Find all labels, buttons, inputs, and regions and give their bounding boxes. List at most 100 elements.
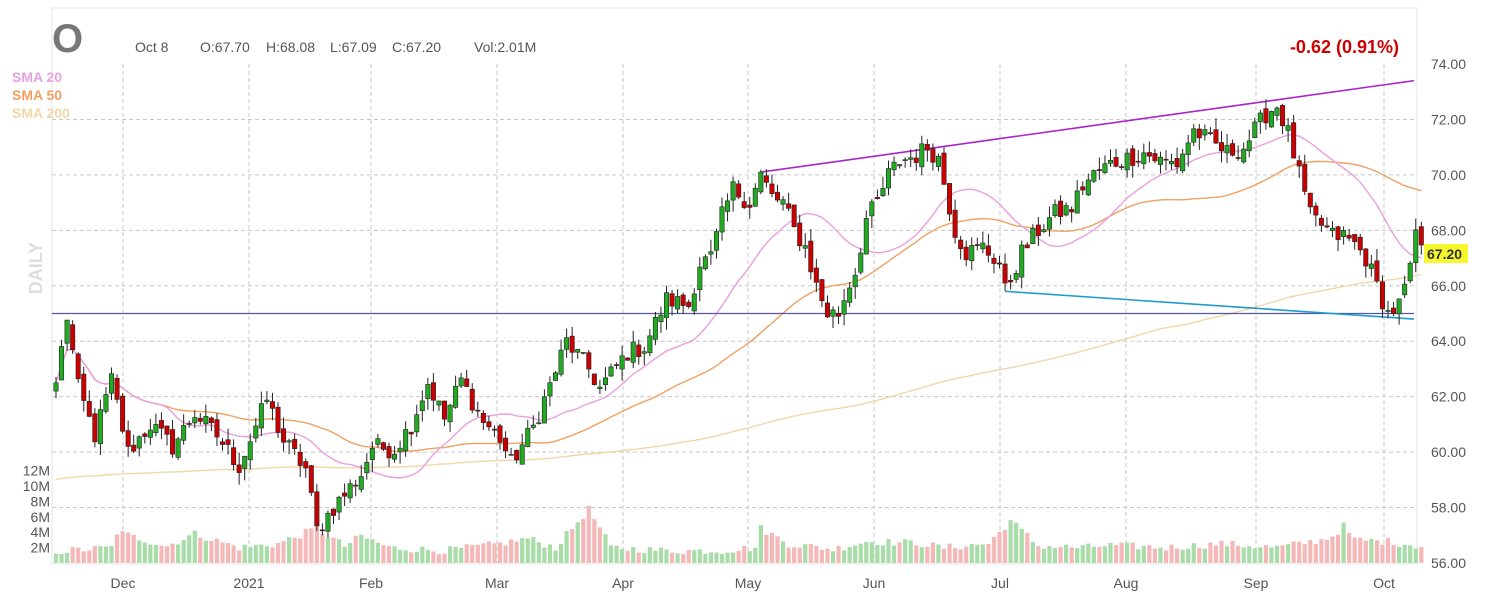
volume-bar bbox=[375, 542, 380, 563]
x-tick-label: Aug bbox=[1114, 575, 1139, 591]
volume-bar bbox=[309, 528, 314, 563]
candle-body bbox=[1413, 229, 1419, 263]
volume-bar bbox=[875, 545, 880, 563]
candle-body bbox=[247, 441, 253, 461]
volume-bar bbox=[1263, 545, 1268, 563]
candle-body bbox=[736, 183, 742, 198]
y-tick-label: 66.00 bbox=[1431, 278, 1466, 294]
volume-bar bbox=[259, 544, 264, 563]
candle-body bbox=[969, 245, 975, 262]
volume-bar bbox=[1413, 548, 1418, 563]
volume-bar bbox=[214, 538, 220, 563]
volume-bar bbox=[869, 542, 874, 563]
y-tick-label: 60.00 bbox=[1431, 444, 1466, 460]
volume-bar bbox=[975, 544, 980, 563]
volume-bar bbox=[542, 547, 547, 563]
volume-bar bbox=[492, 543, 497, 563]
candle-body bbox=[231, 447, 237, 465]
candle-body bbox=[858, 252, 864, 273]
volume-tick-label: 10M bbox=[23, 478, 50, 494]
candle-body bbox=[336, 496, 342, 513]
candle-body bbox=[1002, 263, 1008, 284]
volume-bar bbox=[1102, 546, 1108, 563]
volume-bar bbox=[558, 543, 564, 563]
volume-bar bbox=[1047, 546, 1052, 563]
volume-bar bbox=[930, 542, 935, 563]
volume-bar bbox=[758, 525, 763, 563]
header-high: H:68.08 bbox=[266, 39, 315, 55]
candle-body bbox=[952, 209, 958, 238]
candle-body bbox=[597, 386, 603, 389]
volume-bar bbox=[1141, 545, 1146, 563]
volume-bar bbox=[1052, 548, 1058, 563]
candle-body bbox=[847, 287, 853, 303]
volume-tick-label: 4M bbox=[31, 524, 50, 540]
volume-bar bbox=[880, 545, 886, 563]
volume-bar bbox=[325, 537, 331, 563]
candle-body bbox=[958, 239, 964, 250]
volume-bar bbox=[336, 539, 342, 563]
candle-body bbox=[1119, 166, 1125, 168]
candle-body bbox=[275, 406, 281, 433]
candle-body bbox=[70, 324, 76, 351]
candle-body bbox=[586, 352, 592, 370]
volume-bar bbox=[686, 549, 691, 563]
candle-body bbox=[841, 300, 847, 315]
volume-bar bbox=[1002, 530, 1008, 563]
volume-bar bbox=[697, 549, 702, 563]
candle-body bbox=[436, 400, 442, 406]
candle-body bbox=[1135, 160, 1141, 163]
candle-body bbox=[297, 451, 303, 466]
volume-bar bbox=[1186, 548, 1191, 563]
volume-bar bbox=[819, 549, 824, 563]
volume-bar bbox=[342, 546, 347, 563]
volume-bar bbox=[1302, 544, 1307, 563]
volume-bar bbox=[631, 547, 636, 563]
candle-body bbox=[430, 382, 436, 401]
candle-body bbox=[1019, 244, 1025, 278]
volume-bar bbox=[1363, 540, 1368, 563]
candle-body bbox=[885, 168, 891, 189]
candle-body bbox=[1379, 281, 1385, 310]
volume-bar bbox=[753, 547, 758, 563]
x-tick-label: 2021 bbox=[233, 575, 264, 591]
volume-bars bbox=[53, 505, 1424, 563]
candle-body bbox=[53, 382, 59, 392]
volume-bar bbox=[597, 527, 602, 563]
candle-body bbox=[625, 357, 631, 361]
volume-bar bbox=[1358, 537, 1363, 563]
candle-body bbox=[913, 157, 919, 163]
volume-bar bbox=[475, 544, 480, 563]
candle-body bbox=[1285, 125, 1291, 131]
volume-bar bbox=[1308, 539, 1313, 563]
volume-bar bbox=[1097, 547, 1102, 563]
volume-bar bbox=[231, 545, 236, 563]
volume-bar bbox=[947, 543, 952, 563]
volume-bar bbox=[514, 541, 519, 563]
volume-bar bbox=[1297, 541, 1302, 563]
volume-bar bbox=[842, 550, 847, 563]
volume-bar bbox=[1347, 532, 1352, 563]
volume-bar bbox=[392, 546, 397, 563]
volume-bar bbox=[853, 545, 858, 563]
volume-bar bbox=[1419, 547, 1424, 563]
volume-bar bbox=[364, 538, 369, 563]
y-tick-label: 56.00 bbox=[1431, 555, 1466, 571]
volume-bar bbox=[436, 554, 442, 563]
volume-bar bbox=[203, 540, 208, 563]
volume-bar bbox=[248, 546, 253, 563]
volume-bar bbox=[148, 544, 153, 563]
candle-body bbox=[441, 400, 447, 420]
candle-body bbox=[1224, 144, 1230, 154]
candle-body bbox=[419, 400, 425, 411]
volume-bar bbox=[1175, 548, 1180, 563]
volume-bar bbox=[209, 540, 214, 563]
volume-bar bbox=[176, 544, 181, 563]
candle-body bbox=[1252, 121, 1258, 139]
volume-bar bbox=[1324, 539, 1330, 563]
volume-bar bbox=[664, 549, 669, 563]
volume-bar bbox=[681, 553, 686, 563]
volume-tick-label: 6M bbox=[31, 509, 50, 525]
volume-bar bbox=[81, 551, 86, 563]
